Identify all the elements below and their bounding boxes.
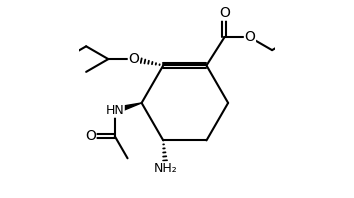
Text: NH₂: NH₂ [154, 162, 178, 175]
Text: O: O [129, 52, 139, 66]
Text: O: O [85, 129, 96, 143]
Polygon shape [114, 103, 142, 114]
Text: HN: HN [105, 104, 124, 117]
Text: O: O [245, 30, 255, 44]
Text: O: O [219, 6, 230, 20]
